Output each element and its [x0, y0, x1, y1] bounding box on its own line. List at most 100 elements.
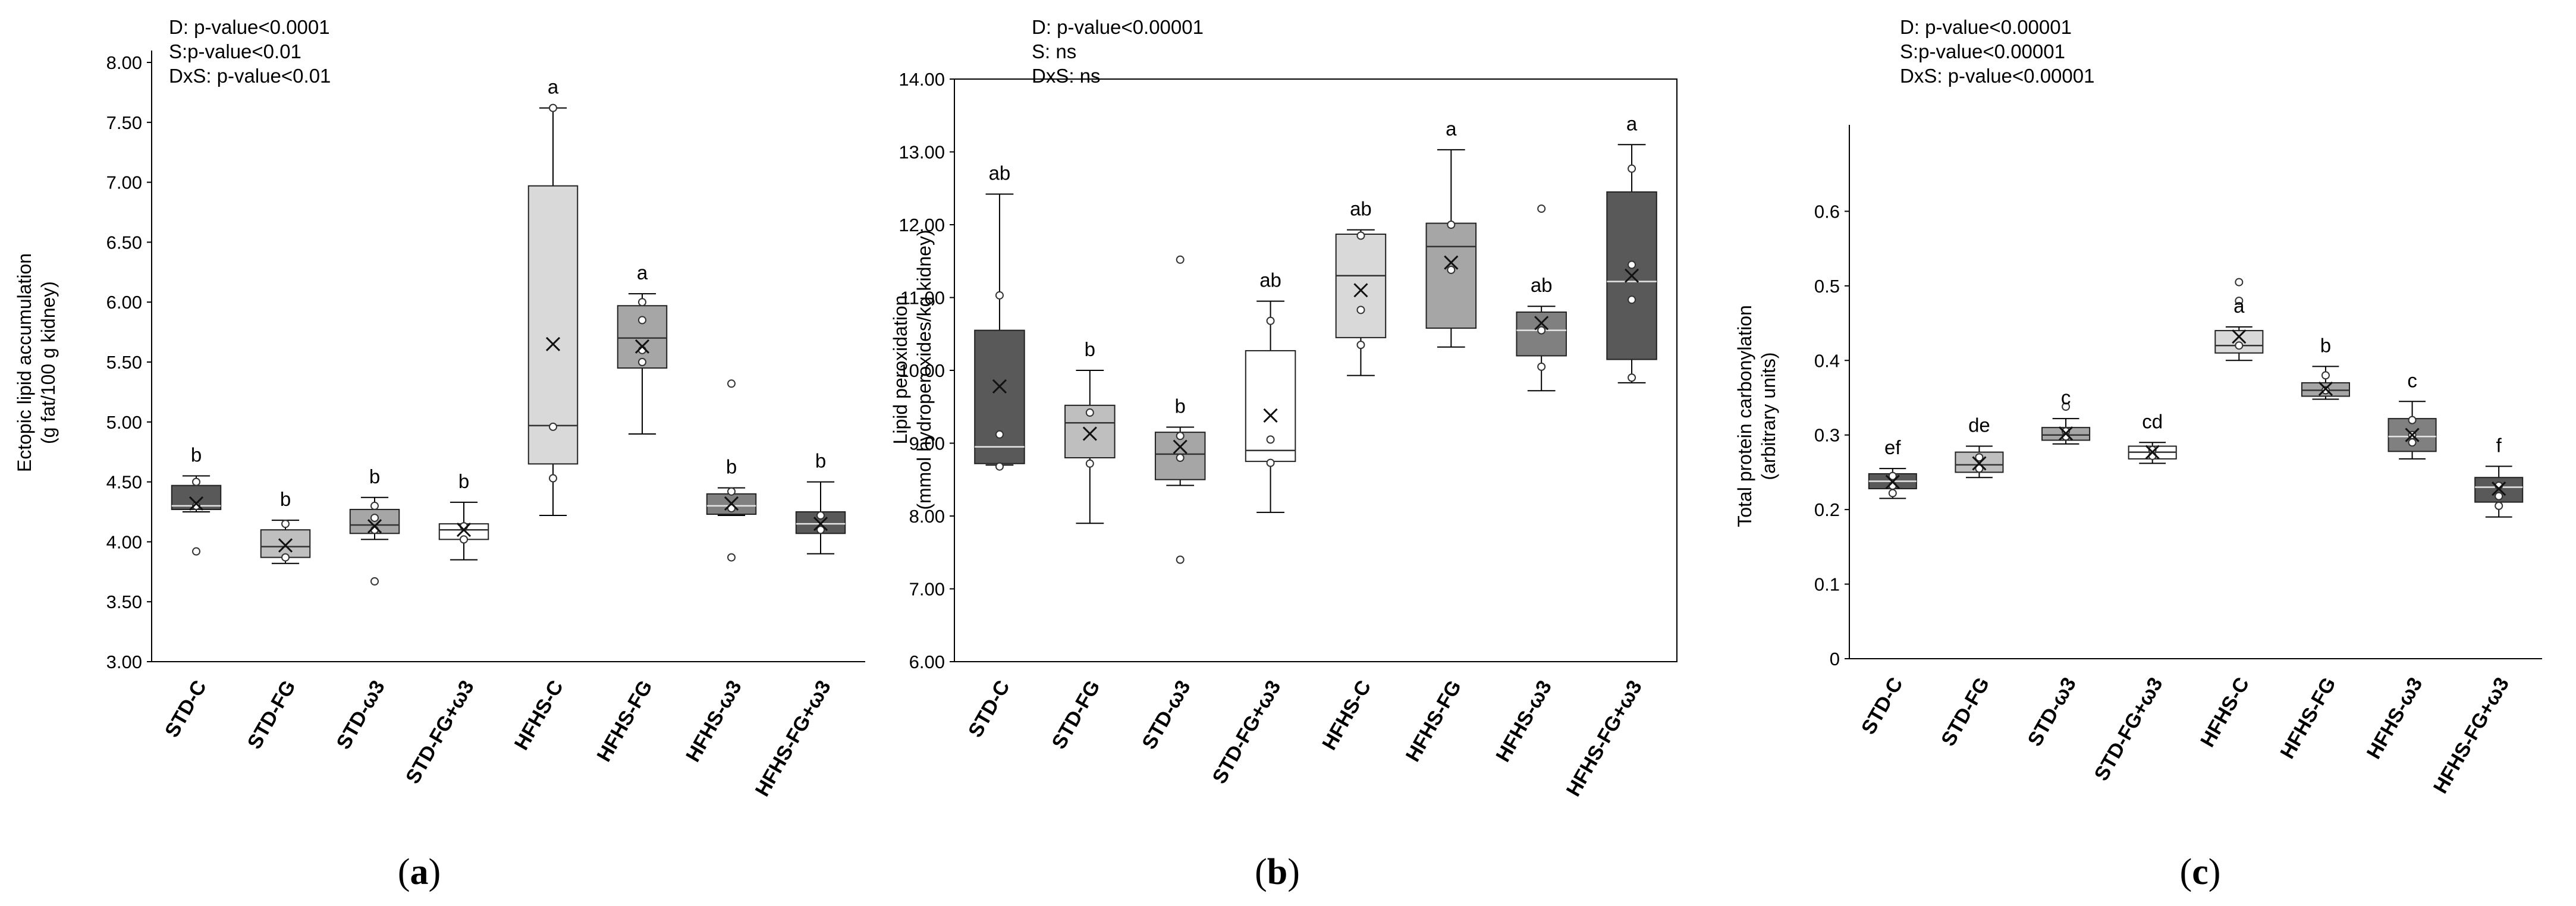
- data-point: [192, 547, 200, 556]
- significance-letter: ab: [1350, 198, 1372, 220]
- y-tick-label: 8.00: [106, 52, 142, 73]
- y-tick-label: 0.4: [1814, 350, 1840, 371]
- stats-line: D: p-value<0.0001: [169, 16, 330, 38]
- box-group: a HFHS-FG+ω3: [1562, 112, 1657, 800]
- significance-letter: ab: [1259, 269, 1281, 291]
- y-tick-label: 6.50: [106, 232, 142, 253]
- significance-letter: a: [1626, 112, 1638, 134]
- mean-marker: [813, 517, 828, 531]
- data-point: [370, 514, 379, 523]
- box-group: a HFHS-C: [510, 76, 579, 754]
- mean-marker-stroke: [1353, 283, 1368, 298]
- mean-marker-stroke: [992, 379, 1007, 394]
- significance-letter: b: [191, 444, 202, 466]
- x-tick-label: HFHS-FG+ω3: [2429, 674, 2514, 797]
- panel-label: (c): [2180, 852, 2221, 892]
- box-group: c HFHS-ω3: [2363, 369, 2437, 763]
- mean-marker-stroke: [1444, 255, 1459, 270]
- significance-letter: b: [280, 488, 291, 510]
- x-tick-label: HFHS-C: [2196, 674, 2254, 751]
- box-group: b STD-FG: [1048, 338, 1116, 753]
- mean-marker-stroke: [2318, 381, 2333, 397]
- box: [974, 329, 1025, 464]
- data-point: [2408, 416, 2417, 424]
- significance-letter: ef: [1884, 436, 1901, 458]
- mean-marker-stroke: [1082, 426, 1097, 441]
- box-group: c STD-ω3: [2024, 386, 2091, 750]
- significance-letter: cd: [2142, 410, 2163, 432]
- x-tick-label: STD-FG: [1937, 674, 1994, 750]
- x-tick-label: HFHS-ω3: [1491, 677, 1556, 766]
- mean-marker: [2492, 481, 2506, 496]
- y-axis-label: Lipid peroxidation: [890, 295, 911, 445]
- significance-letter: ab: [989, 162, 1011, 184]
- x-tick-label: HFHS-FG: [2276, 674, 2340, 763]
- mean-marker-stroke: [189, 496, 204, 511]
- box: [1335, 233, 1387, 338]
- box-group: b HFHS-FG+ω3: [751, 450, 846, 800]
- box: [1245, 350, 1296, 463]
- data-point: [1628, 164, 1636, 173]
- y-axis-label: (arbitrary units): [1758, 352, 1779, 480]
- box-group: b STD-FG: [243, 488, 311, 753]
- x-tick-label: HFHS-FG+ω3: [1562, 677, 1647, 800]
- y-tick-label: 11.00: [900, 288, 945, 309]
- x-tick-label: HFHS-ω3: [681, 677, 746, 766]
- box: [1425, 222, 1477, 329]
- data-point: [638, 316, 646, 325]
- box-group: ab STD-FG+ω3: [1208, 269, 1296, 788]
- mean-marker: [2405, 427, 2420, 442]
- box-group: ab STD-C: [964, 162, 1025, 741]
- data-point: [2235, 341, 2244, 350]
- data-point: [1176, 432, 1185, 441]
- significance-letter: ab: [1531, 274, 1553, 296]
- data-point: [549, 103, 557, 112]
- mean-marker: [1625, 268, 1639, 283]
- data-point: [1628, 260, 1636, 269]
- significance-letter: a: [1446, 118, 1457, 140]
- mean-marker-stroke: [1263, 408, 1278, 423]
- data-point: [370, 577, 379, 586]
- x-tick-label: STD-ω3: [2024, 674, 2081, 750]
- data-point: [1176, 255, 1185, 264]
- y-tick-label: 8.00: [909, 506, 945, 527]
- box-group: ab HFHS-C: [1318, 198, 1387, 754]
- data-point: [1356, 341, 1365, 350]
- mean-marker: [545, 336, 561, 351]
- panel-label: (b): [1255, 852, 1300, 892]
- data-point: [816, 526, 825, 534]
- mean-marker-stroke: [2059, 426, 2074, 441]
- x-tick-label: STD-FG: [243, 677, 300, 753]
- stats-line: DxS: p-value<0.00001: [1900, 65, 2094, 87]
- data-point: [995, 462, 1004, 471]
- mean-marker: [278, 538, 293, 553]
- data-point: [370, 501, 379, 510]
- y-tick-label: 3.00: [106, 652, 142, 672]
- box-group: b STD-C: [161, 444, 222, 741]
- mean-marker: [992, 379, 1007, 394]
- stats-line: S:p-value<0.00001: [1900, 40, 2065, 62]
- panel-label: (a): [398, 852, 441, 892]
- data-point: [1176, 555, 1185, 564]
- mean-marker: [2145, 445, 2160, 460]
- stats-line: DxS: ns: [1032, 65, 1101, 87]
- panel-label-open: (: [2180, 852, 2192, 892]
- y-tick-label: 0.6: [1814, 201, 1840, 222]
- mean-marker-stroke: [278, 538, 293, 553]
- y-tick-label: 4.50: [106, 472, 142, 493]
- x-tick-label: HFHS-C: [510, 677, 568, 754]
- y-tick-label: 7.00: [106, 172, 142, 193]
- data-point: [1975, 464, 1984, 473]
- data-point: [1975, 453, 1984, 462]
- mean-marker: [2059, 426, 2074, 441]
- mean-marker-stroke: [545, 336, 561, 351]
- mean-marker-stroke: [1972, 456, 1987, 471]
- mean-marker-stroke: [1885, 474, 1900, 489]
- mean-marker: [367, 519, 382, 534]
- x-tick-label: STD-FG: [1048, 677, 1105, 753]
- data-point: [1356, 306, 1365, 314]
- y-tick-label: 6.00: [909, 652, 945, 672]
- data-point: [2495, 501, 2503, 510]
- y-tick-label: 0.1: [1814, 574, 1840, 595]
